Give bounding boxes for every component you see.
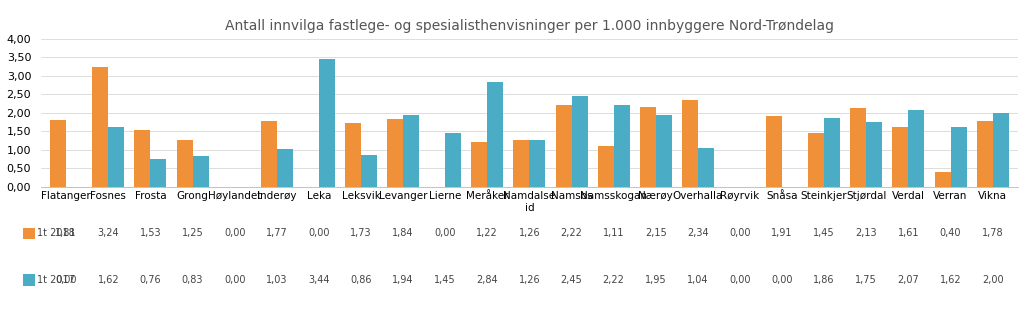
Text: 0,40: 0,40 <box>940 228 962 239</box>
Title: Antall innvilga fastlege- og spesialisthenvisninger per 1.000 innbyggere Nord-Tr: Antall innvilga fastlege- og spesialisth… <box>225 19 834 33</box>
Text: 0,00: 0,00 <box>771 275 793 285</box>
Text: 0,83: 0,83 <box>182 275 204 285</box>
Text: 0,00: 0,00 <box>729 228 751 239</box>
Bar <box>825 118 840 187</box>
Bar <box>108 127 125 187</box>
Text: 0,00: 0,00 <box>224 275 246 285</box>
Bar <box>908 110 925 187</box>
Bar <box>472 142 487 187</box>
Text: 1,78: 1,78 <box>982 228 1004 239</box>
Bar <box>766 116 782 187</box>
Text: 1,25: 1,25 <box>182 228 204 239</box>
Text: 2,15: 2,15 <box>644 228 667 239</box>
Text: 1,45: 1,45 <box>435 275 456 285</box>
Text: 1,61: 1,61 <box>897 228 919 239</box>
Text: 1t 2018: 1t 2018 <box>37 228 75 239</box>
Bar <box>487 81 503 187</box>
Bar <box>403 115 419 187</box>
Bar <box>597 146 614 187</box>
Text: 1t 2017: 1t 2017 <box>37 275 75 285</box>
Text: 3,44: 3,44 <box>308 275 329 285</box>
Text: 1,11: 1,11 <box>603 228 624 239</box>
Bar <box>277 149 293 187</box>
Bar <box>950 127 967 187</box>
Text: 1,26: 1,26 <box>519 275 540 285</box>
Bar <box>977 121 992 187</box>
Text: 0,00: 0,00 <box>729 275 751 285</box>
Text: 0,76: 0,76 <box>139 275 162 285</box>
Text: 2,22: 2,22 <box>603 275 625 285</box>
Text: 2,07: 2,07 <box>897 275 920 285</box>
Bar <box>514 140 530 187</box>
Bar <box>555 105 572 187</box>
Text: 2,45: 2,45 <box>561 275 582 285</box>
Text: 1,91: 1,91 <box>771 228 793 239</box>
Text: 1,81: 1,81 <box>55 228 77 239</box>
Text: 1,94: 1,94 <box>393 275 414 285</box>
Bar <box>150 159 167 187</box>
Bar <box>530 140 545 187</box>
Bar <box>572 96 587 187</box>
Bar <box>345 123 361 187</box>
Text: 1,95: 1,95 <box>644 275 667 285</box>
Bar <box>992 113 1009 187</box>
Text: 2,00: 2,00 <box>982 275 1004 285</box>
Bar <box>682 100 698 187</box>
Text: 2,13: 2,13 <box>855 228 877 239</box>
Text: 2,34: 2,34 <box>687 228 709 239</box>
Bar <box>614 105 629 187</box>
Bar <box>319 59 335 187</box>
Text: 3,24: 3,24 <box>97 228 119 239</box>
Bar <box>892 127 908 187</box>
Bar <box>177 140 192 187</box>
Bar <box>656 115 672 187</box>
Text: 1,86: 1,86 <box>813 275 835 285</box>
Text: 2,84: 2,84 <box>477 275 498 285</box>
Text: 1,75: 1,75 <box>855 275 877 285</box>
Text: 0,00: 0,00 <box>308 228 329 239</box>
Text: 1,03: 1,03 <box>266 275 287 285</box>
Bar <box>387 118 403 187</box>
Text: 1,22: 1,22 <box>477 228 498 239</box>
Text: 1,45: 1,45 <box>813 228 835 239</box>
Bar <box>134 130 150 187</box>
Bar <box>698 148 714 187</box>
Bar <box>866 122 882 187</box>
Text: 1,73: 1,73 <box>350 228 371 239</box>
Text: 1,53: 1,53 <box>139 228 162 239</box>
Text: 1,62: 1,62 <box>97 275 119 285</box>
Bar <box>445 133 461 187</box>
Text: 1,84: 1,84 <box>393 228 414 239</box>
Text: 0,86: 0,86 <box>350 275 371 285</box>
Text: 1,62: 1,62 <box>940 275 962 285</box>
Text: 1,26: 1,26 <box>519 228 540 239</box>
Bar <box>639 107 656 187</box>
Text: 0,00: 0,00 <box>435 228 456 239</box>
Bar <box>261 121 277 187</box>
Bar <box>192 156 209 187</box>
Text: 1,04: 1,04 <box>687 275 709 285</box>
Bar <box>50 120 66 187</box>
Bar <box>808 133 825 187</box>
Text: 0,00: 0,00 <box>224 228 246 239</box>
Bar <box>361 155 376 187</box>
Text: 1,77: 1,77 <box>266 228 287 239</box>
Bar <box>92 67 108 187</box>
Text: 0,00: 0,00 <box>55 275 77 285</box>
Bar <box>934 172 950 187</box>
Text: 2,22: 2,22 <box>561 228 582 239</box>
Bar <box>850 108 866 187</box>
